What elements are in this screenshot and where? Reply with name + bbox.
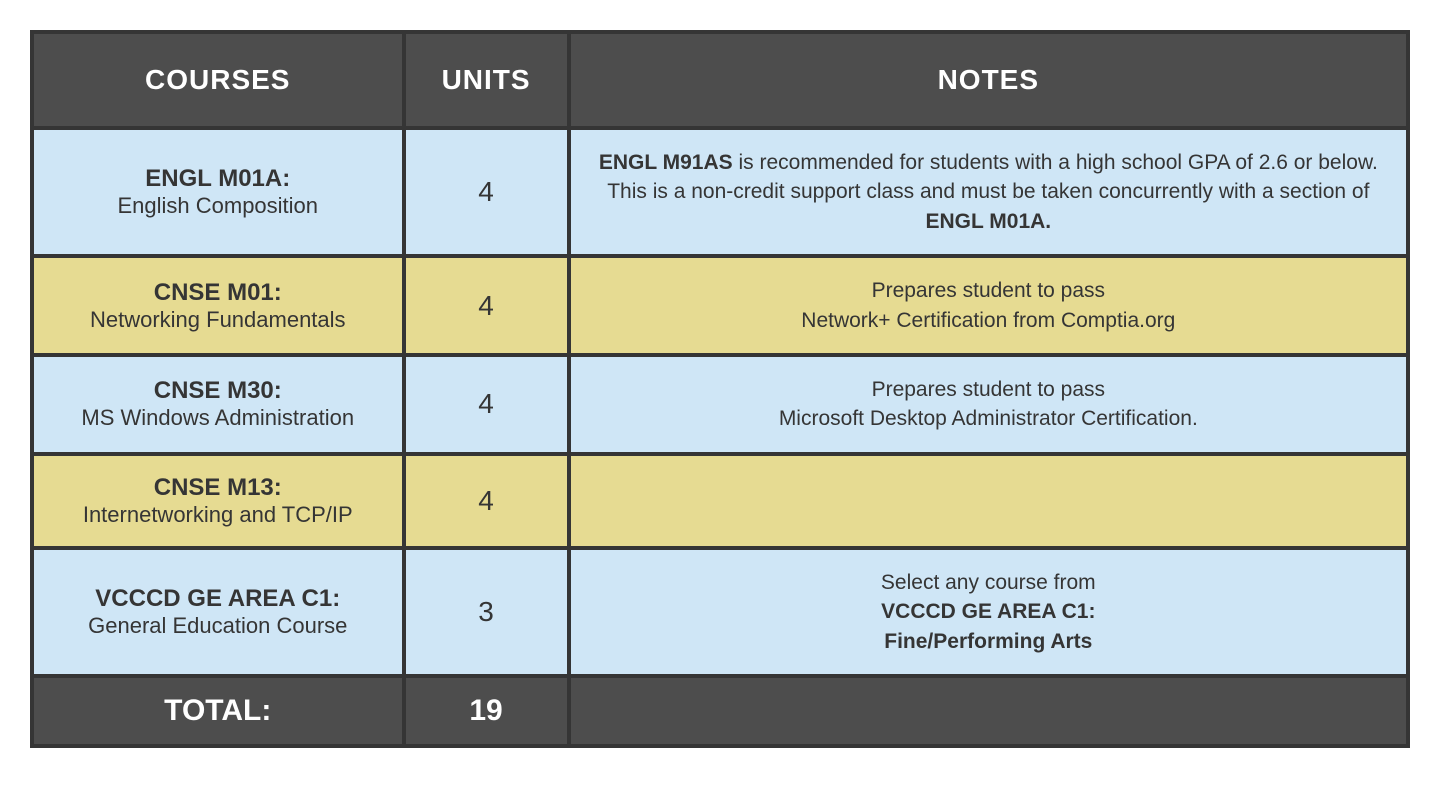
course-cell: CNSE M01: Networking Fundamentals	[32, 256, 404, 355]
units-cell: 4	[404, 454, 569, 548]
header-units: UNITS	[404, 32, 569, 128]
notes-cell: Select any course from VCCCD GE AREA C1:…	[569, 548, 1408, 676]
notes-line: Prepares student to pass	[872, 378, 1105, 401]
course-name: Internetworking and TCP/IP	[83, 502, 353, 527]
table-row: CNSE M30: MS Windows Administration 4 Pr…	[32, 355, 1408, 454]
header-row: COURSES UNITS NOTES	[32, 32, 1408, 128]
table-row: ENGL M01A: English Composition 4 ENGL M9…	[32, 128, 1408, 256]
header-courses: COURSES	[32, 32, 404, 128]
notes-cell: Prepares student to pass Microsoft Deskt…	[569, 355, 1408, 454]
units-cell: 4	[404, 128, 569, 256]
notes-line: Select any course from	[881, 571, 1096, 594]
notes-bold-line: Fine/Performing Arts	[884, 630, 1092, 653]
course-table-container: COURSES UNITS NOTES ENGL M01A: English C…	[30, 30, 1410, 748]
notes-bold-suffix: ENGL M01A.	[925, 210, 1051, 233]
course-name: General Education Course	[88, 613, 347, 638]
notes-bold-line: VCCCD GE AREA C1:	[881, 600, 1095, 623]
course-name: Networking Fundamentals	[90, 307, 346, 332]
total-row: TOTAL: 19	[32, 676, 1408, 746]
notes-cell	[569, 454, 1408, 548]
total-label: TOTAL:	[32, 676, 404, 746]
course-cell: CNSE M13: Internetworking and TCP/IP	[32, 454, 404, 548]
course-name: MS Windows Administration	[81, 405, 354, 430]
table-row: CNSE M13: Internetworking and TCP/IP 4	[32, 454, 1408, 548]
notes-cell: ENGL M91AS is recommended for students w…	[569, 128, 1408, 256]
course-cell: ENGL M01A: English Composition	[32, 128, 404, 256]
course-code: CNSE M30:	[154, 377, 282, 404]
total-units: 19	[404, 676, 569, 746]
table-row: CNSE M01: Networking Fundamentals 4 Prep…	[32, 256, 1408, 355]
notes-bold-prefix: ENGL M91AS	[599, 151, 733, 174]
course-code: VCCCD GE AREA C1:	[95, 585, 340, 612]
course-cell: VCCCD GE AREA C1: General Education Cour…	[32, 548, 404, 676]
notes-line: Microsoft Desktop Administrator Certific…	[779, 407, 1198, 430]
course-table: COURSES UNITS NOTES ENGL M01A: English C…	[30, 30, 1410, 748]
course-code: ENGL M01A:	[145, 165, 290, 192]
total-notes	[569, 676, 1408, 746]
notes-line: Network+ Certification from Comptia.org	[801, 309, 1175, 332]
notes-cell: Prepares student to pass Network+ Certif…	[569, 256, 1408, 355]
notes-line: Prepares student to pass	[872, 279, 1105, 302]
units-cell: 4	[404, 256, 569, 355]
units-cell: 4	[404, 355, 569, 454]
course-name: English Composition	[117, 193, 318, 218]
units-cell: 3	[404, 548, 569, 676]
course-code: CNSE M13:	[154, 474, 282, 501]
course-code: CNSE M01:	[154, 279, 282, 306]
course-cell: CNSE M30: MS Windows Administration	[32, 355, 404, 454]
table-row: VCCCD GE AREA C1: General Education Cour…	[32, 548, 1408, 676]
header-notes: NOTES	[569, 32, 1408, 128]
